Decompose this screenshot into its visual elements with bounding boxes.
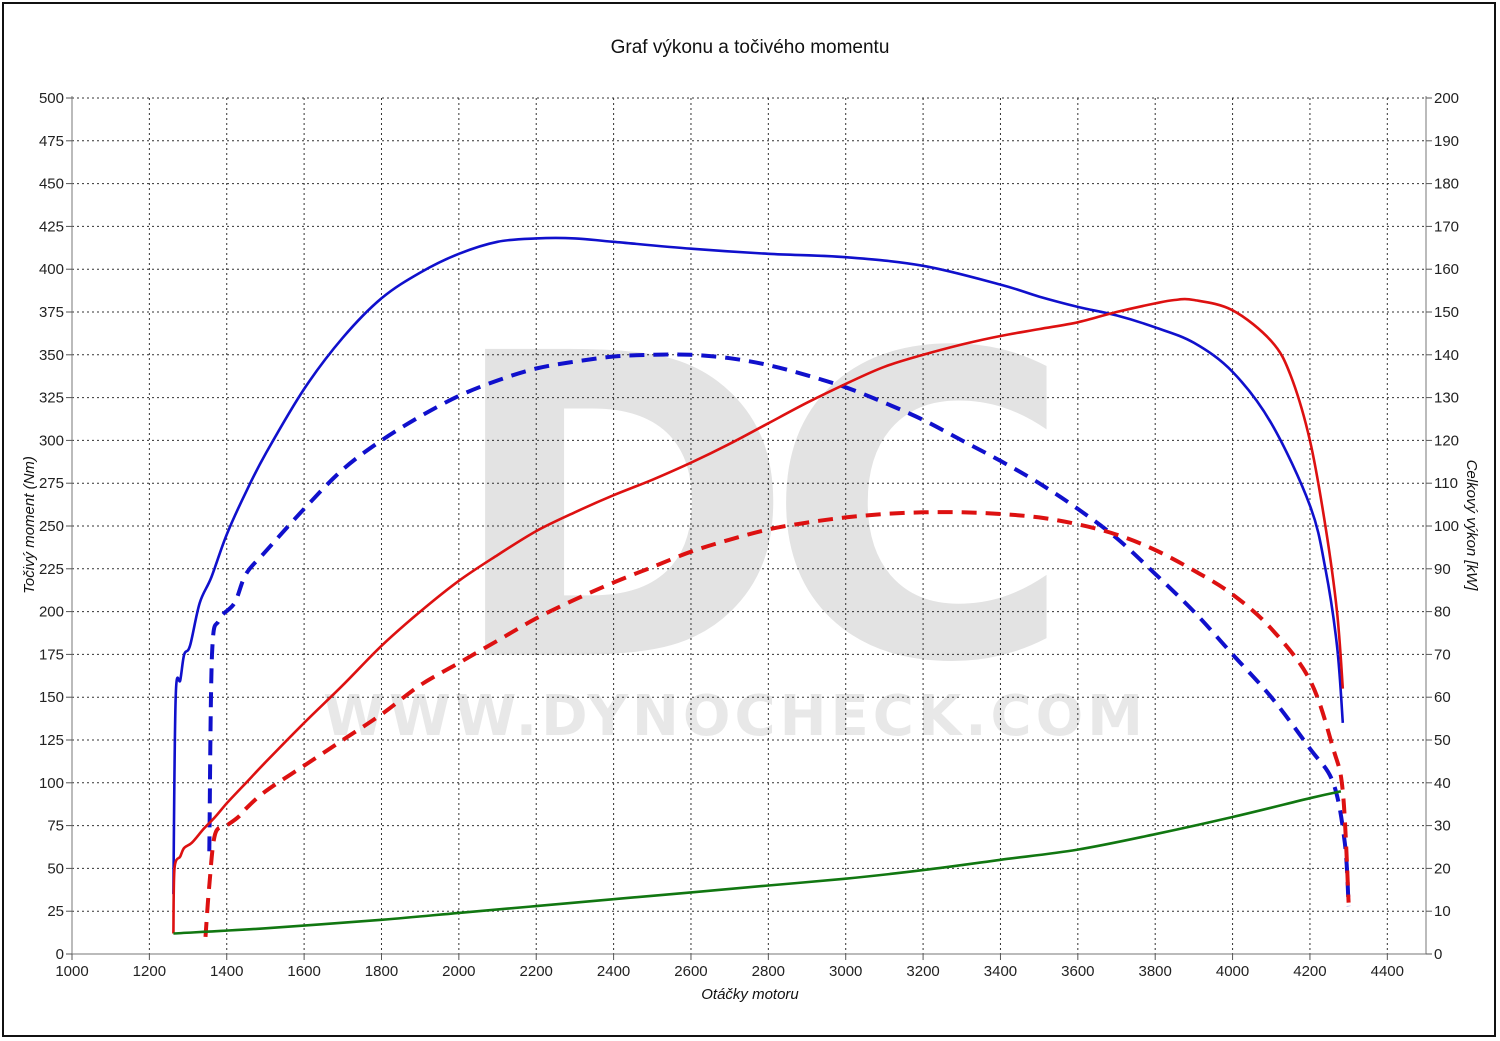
y-right-tick-label: 30 <box>1434 818 1451 835</box>
y-left-tick-label: 50 <box>47 860 64 877</box>
y-left-tick-label: 175 <box>39 646 64 663</box>
x-tick-label: 4200 <box>1293 963 1326 980</box>
watermark-logo: DC <box>447 266 1048 755</box>
x-tick-label: 4400 <box>1371 963 1404 980</box>
y-right-tick-label: 10 <box>1434 903 1451 920</box>
x-tick-label: 3600 <box>1061 963 1094 980</box>
series-line-1 <box>172 236 1345 895</box>
y-right-tick-label: 140 <box>1434 347 1459 364</box>
y-left-tick-label: 350 <box>39 347 64 364</box>
y-left-tick-label: 100 <box>39 775 64 792</box>
y-right-tick-label: 120 <box>1434 432 1459 449</box>
y-right-tick-label: 70 <box>1434 646 1451 663</box>
axes: 1000 1200 1400 1600 1800 2000 2200 2400 2600 2800… <box>39 90 1459 980</box>
plot-area <box>172 236 1351 938</box>
x-tick-label: 1400 <box>210 963 243 980</box>
y-left-tick-label: 400 <box>39 261 64 278</box>
y-left-tick-label: 200 <box>39 604 64 621</box>
y-right-tick-label: 20 <box>1434 860 1451 877</box>
y-left-tick-label: 75 <box>47 818 64 835</box>
y-right-tick-label: 130 <box>1434 390 1459 407</box>
y-left-tick-label: 375 <box>39 304 64 321</box>
x-tick-label: 4000 <box>1216 963 1249 980</box>
x-tick-label: 2200 <box>520 963 553 980</box>
y-right-tick-label: 170 <box>1434 218 1459 235</box>
y-left-axis-title: Točivý moment (Nm) <box>21 456 38 594</box>
watermark-url: WWW.DYNOCHECK.COM <box>323 684 1147 749</box>
y-right-tick-label: 190 <box>1434 133 1459 150</box>
x-tick-label: 3800 <box>1139 963 1172 980</box>
y-left-tick-label: 425 <box>39 218 64 235</box>
y-right-tick-label: 80 <box>1434 604 1451 621</box>
series-line-2 <box>207 352 1351 907</box>
y-left-tick-label: 275 <box>39 475 64 492</box>
y-right-tick-label: 160 <box>1434 261 1459 278</box>
y-left-tick-label: 300 <box>39 432 64 449</box>
y-left-tick-label: 25 <box>47 903 64 920</box>
x-tick-label: 1600 <box>287 963 320 980</box>
x-tick-label: 2400 <box>597 963 630 980</box>
x-tick-label: 2000 <box>442 963 475 980</box>
y-right-tick-label: 0 <box>1434 946 1442 963</box>
y-right-tick-label: 50 <box>1434 732 1451 749</box>
y-left-tick-label: 0 <box>56 946 64 963</box>
y-right-tick-label: 60 <box>1434 689 1451 706</box>
y-right-tick-label: 40 <box>1434 775 1451 792</box>
y-left-tick-label: 475 <box>39 133 64 150</box>
y-right-tick-label: 150 <box>1434 304 1459 321</box>
x-tick-label: 1000 <box>55 963 88 980</box>
x-tick-label: 2600 <box>674 963 707 980</box>
series-line-5 <box>173 790 1342 935</box>
y-right-tick-label: 90 <box>1434 561 1451 578</box>
y-right-axis-title: Celkový výkon [kW] <box>1463 460 1480 592</box>
y-left-tick-label: 225 <box>39 561 64 578</box>
chart-title: Graf výkonu a točivého momentu <box>611 37 890 58</box>
x-tick-label: 3400 <box>984 963 1017 980</box>
grid <box>72 97 1426 954</box>
x-axis-title: Otáčky motoru <box>701 986 799 1003</box>
x-tick-label: 1200 <box>133 963 166 980</box>
y-right-tick-label: 110 <box>1434 475 1458 492</box>
y-right-tick-label: 200 <box>1434 90 1459 107</box>
y-right-tick-label: 180 <box>1434 176 1459 193</box>
y-left-tick-label: 450 <box>39 176 64 193</box>
y-right-tick-label: 100 <box>1434 518 1459 535</box>
y-left-tick-label: 500 <box>39 90 64 107</box>
series-line-4 <box>203 510 1351 938</box>
y-left-tick-label: 325 <box>39 390 64 407</box>
series-line-3 <box>172 297 1345 934</box>
y-left-tick-label: 150 <box>39 689 64 706</box>
y-left-tick-label: 250 <box>39 518 64 535</box>
x-tick-label: 3000 <box>829 963 862 980</box>
x-tick-label: 1800 <box>365 963 398 980</box>
x-tick-label: 3200 <box>906 963 939 980</box>
x-tick-label: 2800 <box>752 963 785 980</box>
y-left-tick-label: 125 <box>39 732 64 749</box>
